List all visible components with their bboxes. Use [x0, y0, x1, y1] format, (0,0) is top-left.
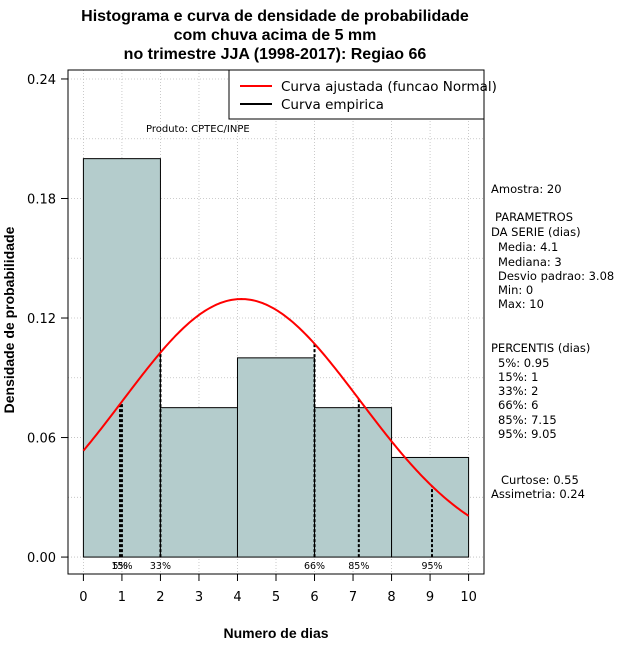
- normal-curve-line: [82, 298, 470, 517]
- stat-max: Max: 10: [498, 297, 544, 311]
- x-tick-label: 4: [233, 590, 241, 605]
- x-axis-label: Numero de dias: [223, 625, 328, 641]
- histogram-bar-1: [82, 158, 161, 558]
- x-tick-label: 7: [349, 590, 357, 605]
- stat-p15: 15%: 1: [498, 370, 538, 384]
- histogram-bar-3: [236, 357, 316, 558]
- legend-box: [228, 69, 485, 120]
- x-tick-label: 6: [310, 590, 318, 605]
- percentile-label-5pct: 5%: [112, 561, 127, 572]
- percentile-label-15pct: 15%: [111, 561, 132, 572]
- stat-p5: 5%: 0.95: [498, 356, 549, 370]
- x-tick-label: 8: [387, 590, 395, 605]
- y-tick-label: 0.24: [27, 73, 56, 88]
- stat-media: Media: 4.1: [498, 240, 558, 254]
- stat-p33: 33%: 2: [498, 384, 538, 398]
- source-annotation: Produto: CPTEC/INPE: [146, 124, 250, 135]
- x-axis: 0 1 2 3 4 5 6 7 8 9 10: [79, 573, 477, 605]
- stat-param-title-1: PARAMETROS: [495, 210, 573, 224]
- x-tick-label: 5: [272, 590, 280, 605]
- y-axis-label: Densidade de probabilidade: [1, 226, 17, 413]
- stat-mediana: Mediana: 3: [498, 255, 562, 269]
- stat-min: Min: 0: [498, 283, 533, 297]
- stat-param-title-2: DA SERIE (dias): [491, 225, 581, 239]
- stat-assimetria: Assimetria: 0.24: [491, 487, 585, 501]
- y-tick-label: 0.18: [27, 192, 56, 207]
- legend-label-empirical: Curva empirica: [281, 97, 384, 113]
- y-tick-label: 0.12: [27, 312, 56, 327]
- histogram-bar-2: [159, 407, 238, 558]
- x-tick-label: 1: [118, 590, 126, 605]
- stat-p95: 95%: 9.05: [498, 427, 557, 441]
- x-tick-label: 10: [460, 590, 477, 605]
- percentile-label-85pct: 85%: [348, 561, 369, 572]
- percentile-label-95pct: 95%: [421, 561, 442, 572]
- stat-pct-title: PERCENTIS (dias): [491, 341, 590, 355]
- chart-title-line-1: Histograma e curva de densidade de proba…: [81, 8, 469, 25]
- stat-p85: 85%: 7.15: [498, 413, 557, 427]
- histogram-bar-4: [314, 407, 393, 558]
- stats-panel: Amostra: 20 PARAMETROS DA SERIE (dias) M…: [491, 182, 614, 501]
- stat-desvio: Desvio padrao: 3.08: [498, 269, 614, 283]
- stat-curtose: Curtose: 0.55: [501, 473, 579, 487]
- percentile-label-33pct: 33%: [150, 561, 171, 572]
- stat-p66: 66%: 6: [498, 398, 538, 412]
- percentile-lines: [119, 343, 433, 558]
- x-tick-label: 0: [79, 590, 87, 605]
- chart-title-line-3: no trimestre JJA (1998-2017): Regiao 66: [124, 46, 427, 63]
- chart-title-line-2: com chuva acima de 5 mm: [174, 27, 377, 44]
- stat-amostra: Amostra: 20: [491, 182, 562, 196]
- x-tick-label: 9: [426, 590, 434, 605]
- x-tick-label: 2: [156, 590, 164, 605]
- legend-label-normal: Curva ajustada (funcao Normal): [281, 79, 497, 95]
- percentile-labels: 5%15% 33% 66% 85% 95%: [111, 561, 442, 572]
- y-tick-label: 0.00: [27, 551, 56, 566]
- y-axis: 0.00 0.06 0.12 0.18 0.24: [27, 73, 69, 566]
- legend: Curva ajustada (funcao Normal) Curva emp…: [228, 69, 497, 120]
- percentile-label-66pct: 66%: [304, 561, 325, 572]
- y-tick-label: 0.06: [27, 432, 56, 447]
- histogram-bars: [82, 158, 470, 558]
- x-tick-label: 3: [195, 590, 203, 605]
